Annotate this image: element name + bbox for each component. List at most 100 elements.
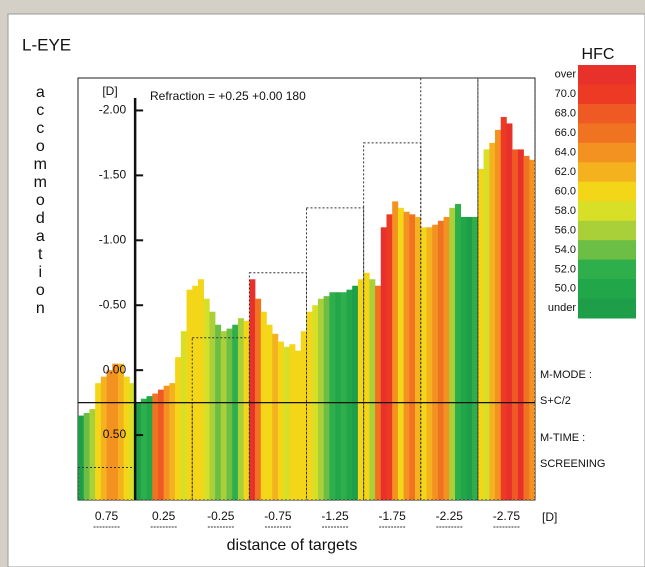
- legend-label: under: [548, 302, 576, 314]
- legend-label: 64.0: [555, 146, 576, 158]
- bar: [340, 292, 347, 500]
- bar: [117, 363, 124, 500]
- bar: [512, 149, 519, 500]
- x-tick-label: -1.25: [321, 509, 349, 523]
- bar: [443, 216, 450, 500]
- bar: [146, 396, 153, 500]
- bar: [369, 279, 376, 500]
- bar: [432, 224, 439, 500]
- legend-swatch: [578, 103, 636, 124]
- bar: [335, 292, 342, 500]
- x-axis-label: distance of targets: [227, 537, 358, 554]
- bar: [386, 214, 393, 500]
- bar: [449, 207, 456, 500]
- bar: [472, 216, 479, 500]
- legend-swatch: [578, 259, 636, 280]
- bar: [249, 279, 256, 500]
- bar: [295, 350, 302, 500]
- x-tick-label: -2.25: [436, 509, 464, 523]
- bar: [140, 398, 147, 500]
- legend-swatch: [578, 181, 636, 202]
- x-tick-label: 0.25: [152, 509, 176, 523]
- side-label: M-TIME :: [540, 432, 585, 444]
- legend-label: 62.0: [555, 166, 576, 178]
- x-tick-label: -0.25: [207, 509, 235, 523]
- legend-label: 58.0: [555, 205, 576, 217]
- y-unit: [D]: [102, 84, 117, 98]
- x-tick-label: -0.75: [264, 509, 292, 523]
- legend-label: over: [555, 69, 577, 81]
- legend-label: 60.0: [555, 185, 576, 197]
- bar: [78, 415, 85, 500]
- bar: [95, 383, 102, 500]
- bar: [135, 402, 142, 500]
- target-box: [363, 142, 422, 500]
- legend-swatch: [578, 279, 636, 300]
- bar: [375, 285, 382, 500]
- bar: [466, 216, 473, 500]
- y-tick-label: 0.50: [103, 427, 127, 441]
- bar: [500, 116, 507, 500]
- bar: [83, 413, 90, 500]
- bar: [397, 207, 404, 500]
- legend-swatch: [578, 240, 636, 261]
- bar: [209, 311, 216, 500]
- legend-label: 70.0: [555, 88, 576, 100]
- legend-label: 52.0: [555, 263, 576, 275]
- bar: [186, 289, 193, 500]
- legend-swatch: [578, 201, 636, 222]
- bar: [523, 155, 530, 500]
- y-tick-label: -0.50: [99, 297, 127, 311]
- bar: [89, 409, 96, 500]
- legend-swatch: [578, 298, 636, 319]
- bar: [357, 279, 364, 500]
- bar: [203, 298, 210, 500]
- bar: [100, 376, 107, 500]
- bar: [266, 324, 273, 500]
- bar: [277, 341, 284, 500]
- bar: [409, 214, 416, 500]
- bar: [289, 344, 296, 500]
- bar: [460, 216, 467, 500]
- bar: [192, 285, 199, 500]
- bar: [123, 376, 130, 500]
- bar: [329, 292, 336, 500]
- y-tick-label: -1.00: [99, 232, 127, 246]
- legend-swatch: [578, 220, 636, 241]
- side-label: SCREENING: [540, 458, 605, 470]
- bar: [283, 346, 290, 500]
- y-tick-label: -1.50: [99, 168, 127, 182]
- target-box: [306, 207, 365, 500]
- bar: [506, 123, 513, 500]
- legend-swatch: [578, 162, 636, 183]
- plot: [78, 78, 535, 500]
- legend-label: 68.0: [555, 108, 576, 120]
- bar: [317, 298, 324, 500]
- y-tick-label: 0.00: [103, 362, 127, 376]
- x-unit: [D]: [542, 510, 557, 524]
- bar: [352, 285, 359, 500]
- bar: [415, 216, 422, 500]
- side-label: M-MODE :: [540, 369, 592, 381]
- bar: [392, 201, 399, 500]
- bar: [483, 149, 490, 500]
- bar: [260, 311, 267, 500]
- bar: [346, 289, 353, 500]
- target-box: [248, 272, 307, 500]
- legend-swatch: [578, 142, 636, 163]
- bar: [220, 331, 227, 500]
- bar: [237, 318, 244, 500]
- bar: [197, 279, 204, 500]
- chart-title: L-EYE: [22, 35, 71, 54]
- bar: [529, 159, 535, 500]
- legend-swatch: [578, 65, 636, 85]
- bar: [426, 227, 433, 500]
- bar: [437, 220, 444, 500]
- bar: [363, 272, 370, 500]
- bar: [420, 227, 427, 500]
- bar: [380, 227, 387, 500]
- x-tick-label: -2.75: [493, 509, 521, 523]
- bar: [255, 298, 262, 500]
